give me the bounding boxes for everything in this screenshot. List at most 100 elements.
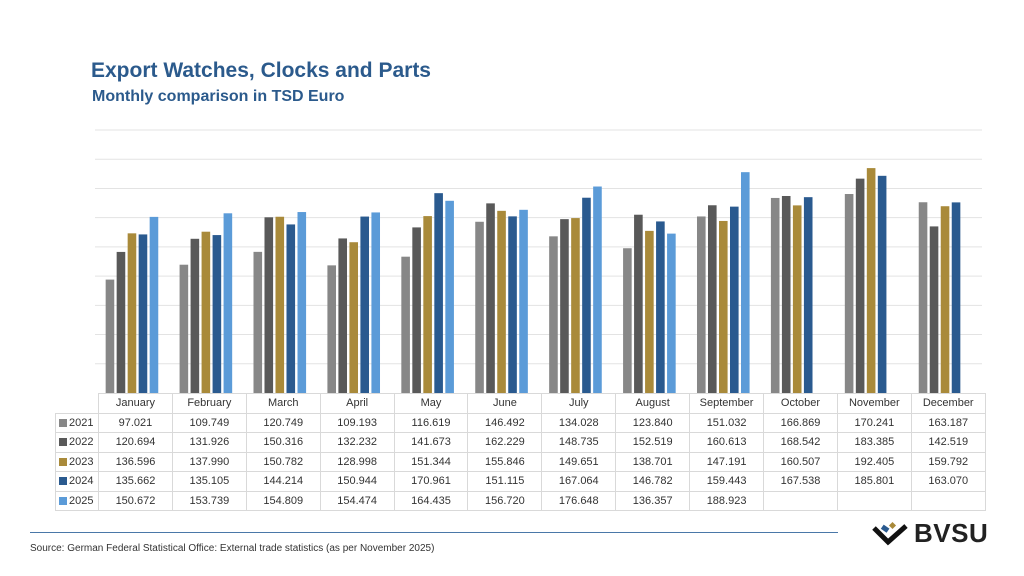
- data-cell: 97.021: [98, 412, 173, 433]
- data-cell: 166.869: [763, 412, 838, 433]
- bar-2022-may: [412, 227, 421, 393]
- bar-2021-march: [253, 251, 263, 393]
- series-name: 2021: [69, 416, 94, 429]
- bar-2022-november: [855, 178, 865, 393]
- data-cell: [836, 490, 912, 511]
- bar-2022-october: [781, 195, 791, 393]
- month-label: December: [910, 393, 986, 414]
- legend-swatch: [59, 438, 67, 447]
- data-cell: 183.385: [836, 432, 912, 453]
- legend-swatch: [59, 496, 67, 505]
- bar-2024-july: [582, 197, 591, 393]
- data-cell: 159.443: [689, 471, 765, 492]
- bar-2023-march: [275, 216, 285, 393]
- data-cell: 141.673: [393, 432, 469, 453]
- table-row: 2023 136.596 137.990 150.782 128.998 151.344 1…: [55, 451, 986, 472]
- bar-2023-september: [718, 220, 728, 393]
- data-cell: 154.809: [245, 490, 321, 511]
- table-row: 2022 120.694 131.926 150.316 132.232 141.673 1…: [55, 432, 986, 453]
- bar-2023-january: [127, 233, 137, 393]
- header-blank: [56, 394, 99, 414]
- bar-2025-february: [223, 213, 233, 393]
- series-name: 2024: [69, 475, 94, 488]
- month-label: June: [467, 393, 543, 414]
- month-label: November: [836, 393, 912, 414]
- data-cell: [910, 490, 986, 511]
- bar-2022-september: [707, 205, 717, 393]
- month-label: August: [615, 393, 691, 414]
- data-cell: 131.926: [171, 432, 247, 453]
- series-name: 2025: [69, 494, 94, 507]
- bar-2023-may: [423, 216, 432, 393]
- bar-2022-february: [190, 238, 200, 393]
- bar-2024-may: [434, 193, 443, 393]
- data-cell: 170.961: [393, 471, 469, 492]
- data-cell: 163.070: [910, 471, 986, 492]
- data-cell: 137.990: [171, 451, 247, 472]
- bar-2021-november: [844, 194, 854, 393]
- data-cell: [763, 490, 838, 511]
- table-header-row: January February March April May June July Augu…: [56, 393, 986, 414]
- bar-2023-february: [201, 231, 211, 393]
- bar-2025-september: [740, 172, 750, 393]
- data-cell: 188.923: [689, 490, 765, 511]
- data-cell: 192.405: [836, 451, 912, 472]
- bar-2025-march: [297, 212, 307, 393]
- bar-2024-october: [803, 197, 813, 393]
- data-cell: 162.229: [467, 432, 543, 453]
- bar-2024-september: [729, 206, 739, 393]
- data-cell: 120.749: [245, 412, 321, 433]
- bar-2023-december: [940, 206, 950, 393]
- bar-2021-may: [401, 256, 410, 393]
- legend-swatch: [59, 477, 67, 486]
- bvsu-logo-icon: [872, 521, 908, 545]
- bar-2022-july: [560, 219, 569, 393]
- series-label: 2025: [55, 490, 99, 511]
- bar-2021-july: [549, 236, 558, 393]
- legend-swatch: [59, 457, 67, 466]
- logo-text: BVSU: [914, 518, 989, 548]
- bar-2025-august: [667, 233, 676, 393]
- footer-divider: [30, 532, 838, 533]
- bar-2024-january: [138, 234, 148, 393]
- bar-2022-june: [486, 203, 495, 393]
- data-cell: 149.651: [541, 451, 617, 472]
- data-cell: 153.739: [171, 490, 247, 511]
- series-label: 2021: [55, 412, 99, 433]
- data-cell: 167.538: [763, 471, 838, 492]
- bar-2024-march: [286, 224, 296, 393]
- bar-2023-june: [497, 210, 506, 393]
- bvsu-logo: BVSU: [872, 518, 988, 549]
- data-table: January February March April May June July Augu…: [55, 393, 986, 511]
- data-cell: 146.492: [467, 412, 543, 433]
- bar-2021-april: [327, 265, 337, 393]
- data-cell: 156.720: [467, 490, 543, 511]
- data-cell: 144.214: [245, 471, 321, 492]
- bar-2021-december: [918, 202, 928, 393]
- data-cell: 150.672: [98, 490, 173, 511]
- bar-2022-april: [338, 238, 348, 393]
- series-label: 2022: [55, 432, 99, 453]
- data-cell: 109.749: [171, 412, 247, 433]
- bar-2022-december: [929, 226, 939, 393]
- data-cell: 160.507: [763, 451, 838, 472]
- bar-2023-november: [866, 168, 876, 393]
- bar-2024-april: [360, 216, 370, 393]
- data-cell: 136.596: [98, 451, 173, 472]
- data-cell: 160.613: [689, 432, 765, 453]
- data-cell: 135.662: [98, 471, 173, 492]
- bar-2025-june: [519, 209, 528, 393]
- data-cell: 138.701: [615, 451, 691, 472]
- data-cell: 176.648: [541, 490, 617, 511]
- bar-2021-october: [770, 197, 780, 393]
- data-cell: 123.840: [615, 412, 691, 433]
- data-cell: 167.064: [541, 471, 617, 492]
- series-label: 2024: [55, 471, 99, 492]
- data-cell: 109.193: [319, 412, 395, 433]
- data-cell: 152.519: [615, 432, 691, 453]
- source-note: Source: German Federal Statistical Offic…: [30, 543, 435, 554]
- data-cell: 155.846: [467, 451, 543, 472]
- data-cell: 135.105: [171, 471, 247, 492]
- data-cell: 128.998: [319, 451, 395, 472]
- bar-2021-february: [179, 264, 189, 393]
